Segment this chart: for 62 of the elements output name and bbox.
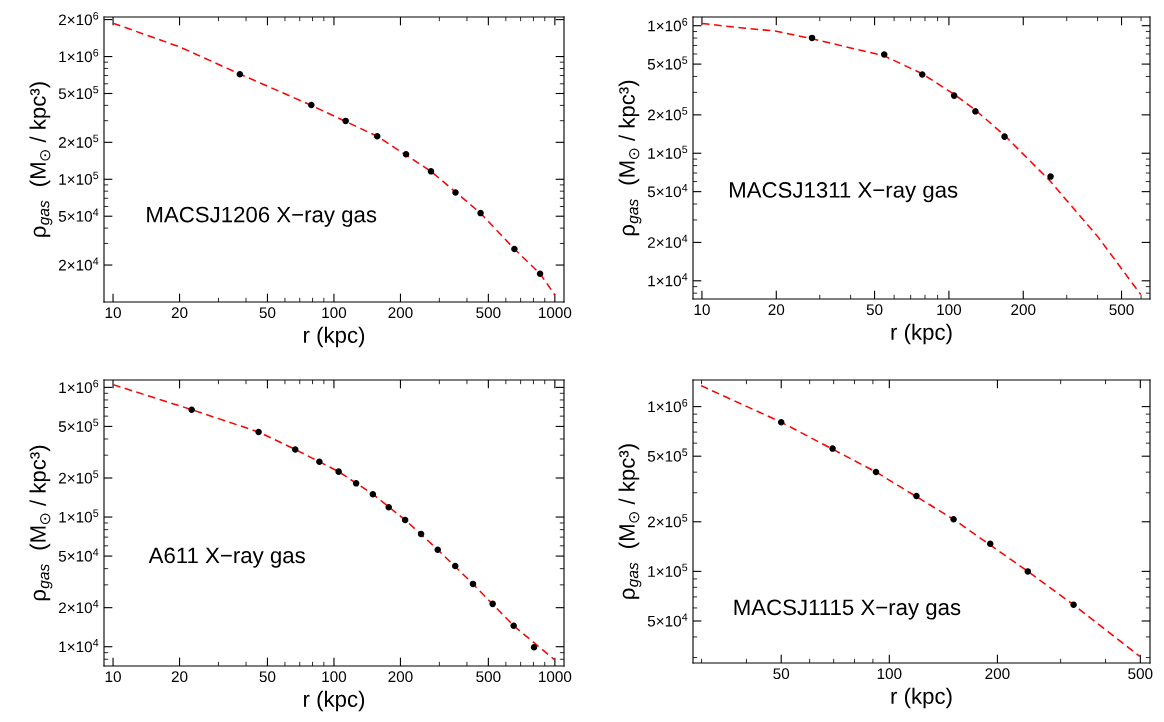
y-axis-title: ρ$_{gas}$ (M$_{⊙}$ / kpc³) [29, 445, 53, 601]
y-tick-label: 5×10$^{5}$ [58, 85, 99, 100]
x-tick-label: 200 [1011, 304, 1036, 316]
x-tick-label: 100 [322, 671, 347, 683]
y-tick-label: 5×10$^{5}$ [58, 418, 99, 432]
x-tick-label: 1000 [539, 307, 572, 319]
x-tick-label: 200 [388, 671, 413, 683]
y-tick-label: 1×10$^{5}$ [59, 171, 99, 185]
y-tick-label: 1×10$^{5}$ [648, 563, 688, 577]
y-tick-label: 1×10$^{6}$ [59, 379, 99, 394]
x-tick-label: 10 [694, 304, 710, 316]
y-tick-label: 1×10$^{6}$ [648, 398, 688, 413]
x-tick-label: 20 [768, 304, 785, 316]
x-tick-label: 50 [773, 668, 790, 680]
y-tick-label: 2×10$^{5}$ [647, 107, 688, 121]
y-tick-label: 1×10$^{6}$ [648, 18, 688, 32]
y-tick-label: 2×10$^{4}$ [647, 234, 688, 248]
x-tick-label: 500 [476, 307, 501, 319]
annotation: MACSJ1115 X−ray gas [734, 599, 961, 620]
x-tick-label: 200 [985, 668, 1010, 680]
y-tick-label: 2×10$^{4}$ [58, 257, 99, 271]
y-tick-label: 5×10$^{5}$ [647, 448, 688, 462]
annotation: MACSJ1311 X−ray gas [730, 182, 958, 203]
annotation: A611 X−ray gas [148, 547, 305, 568]
y-tick-label: 1×10$^{5}$ [59, 509, 99, 523]
x-tick-label: 500 [1109, 304, 1134, 316]
y-tick-label: 5×10$^{5}$ [647, 56, 688, 70]
y-tick-label: 2×10$^{5}$ [58, 470, 99, 484]
y-tick-label: 1×10$^{5}$ [648, 145, 688, 159]
x-tick-label: 50 [259, 307, 276, 319]
x-tick-label: 50 [866, 304, 883, 316]
x-tick-label: 200 [388, 307, 413, 319]
x-tick-label: 50 [259, 671, 276, 683]
x-tick-label: 1000 [539, 671, 572, 683]
x-axis-title: r (kpc) [891, 323, 952, 345]
x-tick-label: 500 [476, 671, 501, 683]
y-axis-title: ρ$_{gas}$ (M$_{⊙}$ / kpc³) [618, 80, 642, 236]
y-tick-label: 5×10$^{4}$ [647, 613, 688, 627]
y-tick-label: 1×10$^{4}$ [59, 639, 99, 653]
x-axis-title: r (kpc) [304, 690, 365, 712]
x-tick-label: 500 [1128, 668, 1153, 680]
y-tick-label: 5×10$^{4}$ [647, 184, 688, 198]
x-tick-label: 10 [105, 671, 121, 683]
y-tick-label: 5×10$^{4}$ [58, 208, 99, 222]
x-axis-title: r (kpc) [891, 687, 952, 709]
x-tick-label: 10 [105, 307, 121, 319]
annotation: MACSJ1206 X−ray gas [147, 206, 377, 227]
x-tick-label: 100 [322, 307, 347, 319]
y-tick-label: 1×10$^{4}$ [648, 273, 688, 287]
y-axis-title: ρ$_{gas}$ (M$_{⊙}$ / kpc³) [29, 82, 53, 237]
x-tick-label: 100 [877, 668, 902, 680]
x-tick-label: 20 [171, 671, 188, 683]
x-axis-title: r (kpc) [304, 326, 365, 348]
x-tick-label: 20 [171, 307, 188, 319]
y-tick-label: 1×10$^{6}$ [59, 48, 99, 63]
x-tick-label: 100 [937, 304, 962, 316]
y-tick-label: 2×10$^{6}$ [58, 12, 99, 26]
y-tick-label: 2×10$^{5}$ [58, 134, 99, 148]
y-tick-label: 2×10$^{5}$ [647, 514, 688, 528]
y-tick-label: 2×10$^{4}$ [58, 600, 99, 614]
y-axis-title: ρ$_{gas}$ (M$_{⊙}$ / kpc³) [618, 444, 642, 599]
y-tick-label: 5×10$^{4}$ [58, 548, 99, 562]
